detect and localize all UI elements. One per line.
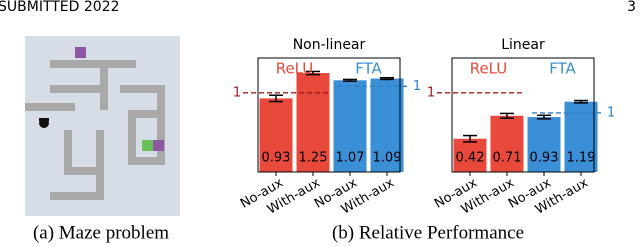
value-label: 0.93 [530, 151, 559, 166]
value-label: 1.19 [567, 151, 596, 166]
value-label: 0.42 [456, 151, 485, 166]
chart-title: Non-linear [293, 37, 366, 53]
running-header: SUBMITTED 2022 [0, 0, 120, 15]
value-label: 1.09 [373, 151, 402, 166]
bar [370, 78, 404, 172]
reference-label: 1 [607, 105, 615, 120]
bar [453, 138, 487, 172]
bar [490, 115, 524, 172]
series-label: FTA [355, 60, 382, 78]
caption: (a) Maze problem [33, 222, 169, 243]
series-label: ReLU [470, 60, 508, 78]
reference-label: 1 [427, 85, 435, 100]
value-label: 1.07 [336, 151, 365, 166]
value-label: 0.71 [493, 151, 522, 166]
bar [296, 73, 330, 172]
page-number: 3 [627, 0, 636, 15]
caption: (b) Relative Performance [332, 222, 524, 243]
reference-label: 1 [413, 79, 421, 94]
bar [333, 80, 367, 172]
value-label: 0.93 [262, 151, 291, 166]
series-label: ReLU [276, 60, 314, 78]
value-label: 1.25 [299, 151, 328, 166]
bar [527, 117, 561, 172]
series-label: FTA [549, 60, 576, 78]
maze [25, 36, 180, 216]
reference-label: 1 [233, 85, 241, 100]
chart-title: Linear [501, 37, 545, 53]
plot-frame [451, 57, 595, 173]
plot-frame [257, 57, 401, 173]
bar [259, 98, 293, 172]
